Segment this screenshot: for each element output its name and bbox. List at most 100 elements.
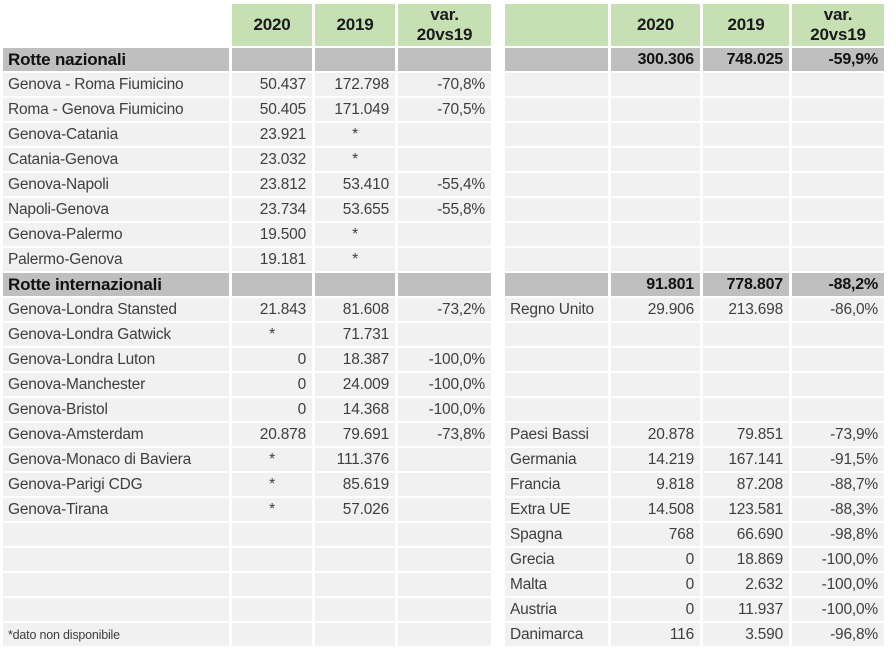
label-cell: Genova-Parigi CDG: [3, 473, 229, 496]
label-cell: Rotte nazionali: [3, 48, 229, 71]
data-row: Palermo-Genova 19.181 *: [3, 248, 491, 271]
section-row: Rotte nazionali: [3, 48, 491, 71]
value-cell: 0: [232, 373, 312, 396]
value-cell: 2.632: [703, 573, 789, 596]
value-cell: *: [232, 498, 312, 521]
value-cell: [232, 573, 312, 596]
label-cell: [505, 123, 608, 146]
label-cell: Paesi Bassi: [505, 423, 608, 446]
value-cell: 24.009: [315, 373, 395, 396]
value-cell: [792, 123, 884, 146]
value-cell: 171.049: [315, 98, 395, 121]
empty-row: [3, 598, 491, 621]
column-header-cell: var. 20vs19: [792, 4, 884, 46]
value-cell: [398, 48, 491, 71]
value-cell: 23.921: [232, 123, 312, 146]
value-cell: [315, 573, 395, 596]
data-row: Austria 0 11.937 -100,0%: [505, 598, 884, 621]
label-cell: Genova-Manchester: [3, 373, 229, 396]
value-cell: [792, 98, 884, 121]
empty-row: [505, 248, 884, 271]
value-cell: -55,8%: [398, 198, 491, 221]
label-cell: [505, 73, 608, 96]
value-cell: [792, 348, 884, 371]
value-cell: 79.851: [703, 423, 789, 446]
value-cell: [703, 148, 789, 171]
data-row: Genova-Manchester 0 24.009 -100,0%: [3, 373, 491, 396]
column-header-cell: var. 20vs19: [398, 4, 491, 46]
label-cell: Genova-Catania: [3, 123, 229, 146]
label-cell: [505, 148, 608, 171]
value-cell: 172.798: [315, 73, 395, 96]
label-cell: Germania: [505, 448, 608, 471]
data-row: Genova-Londra Luton 0 18.387 -100,0%: [3, 348, 491, 371]
data-row: Genova-Monaco di Baviera * 111.376: [3, 448, 491, 471]
value-cell: [792, 73, 884, 96]
data-row: Francia 9.818 87.208 -88,7%: [505, 473, 884, 496]
data-row: Napoli-Genova 23.734 53.655 -55,8%: [3, 198, 491, 221]
data-row: Regno Unito 29.906 213.698 -86,0%: [505, 298, 884, 321]
value-cell: 85.619: [315, 473, 395, 496]
value-cell: [315, 273, 395, 296]
value-cell: -59,9%: [792, 48, 884, 71]
value-cell: [315, 48, 395, 71]
note-row: *dato non disponibile: [3, 623, 491, 646]
value-cell: -100,0%: [792, 548, 884, 571]
value-cell: 0: [611, 548, 700, 571]
header-row: 2020 2019 var. 20vs19: [3, 4, 491, 46]
empty-row: [3, 573, 491, 596]
value-cell: *: [232, 448, 312, 471]
value-cell: [315, 548, 395, 571]
label-cell: [3, 523, 229, 546]
value-cell: -100,0%: [398, 373, 491, 396]
value-cell: [792, 323, 884, 346]
value-cell: [611, 148, 700, 171]
label-cell: *dato non disponibile: [3, 623, 229, 646]
label-cell: [505, 348, 608, 371]
value-cell: [703, 98, 789, 121]
label-cell: [505, 273, 608, 296]
value-cell: 116: [611, 623, 700, 646]
value-cell: [232, 523, 312, 546]
value-cell: 14.368: [315, 398, 395, 421]
label-cell: [505, 398, 608, 421]
routes-table: 2020 2019 var. 20vs19 Rotte nazionali Genova…: [0, 2, 494, 648]
total-row: 300.306 748.025 -59,9%: [505, 48, 884, 71]
label-cell: [505, 373, 608, 396]
value-cell: 123.581: [703, 498, 789, 521]
data-row: Genova-Londra Stansted 21.843 81.608 -73,2%: [3, 298, 491, 321]
value-cell: -73,2%: [398, 298, 491, 321]
data-row: Genova-Catania 23.921 *: [3, 123, 491, 146]
value-cell: 87.208: [703, 473, 789, 496]
label-cell: Catania-Genova: [3, 148, 229, 171]
value-cell: 20.878: [611, 423, 700, 446]
value-cell: [232, 48, 312, 71]
empty-row: [505, 173, 884, 196]
value-cell: -73,9%: [792, 423, 884, 446]
value-cell: 167.141: [703, 448, 789, 471]
value-cell: [398, 123, 491, 146]
value-cell: [232, 273, 312, 296]
empty-row: [505, 198, 884, 221]
value-cell: -88,3%: [792, 498, 884, 521]
value-cell: *: [232, 323, 312, 346]
value-cell: 11.937: [703, 598, 789, 621]
value-cell: [611, 223, 700, 246]
label-cell: Genova-Londra Stansted: [3, 298, 229, 321]
label-cell: Extra UE: [505, 498, 608, 521]
value-cell: [611, 173, 700, 196]
label-cell: [505, 173, 608, 196]
value-cell: -98,8%: [792, 523, 884, 546]
value-cell: [398, 523, 491, 546]
value-cell: 66.690: [703, 523, 789, 546]
data-row: Malta 0 2.632 -100,0%: [505, 573, 884, 596]
value-cell: 0: [611, 598, 700, 621]
value-cell: [792, 248, 884, 271]
value-cell: [611, 198, 700, 221]
value-cell: *: [315, 148, 395, 171]
label-cell: [505, 198, 608, 221]
value-cell: 213.698: [703, 298, 789, 321]
data-row: Extra UE 14.508 123.581 -88,3%: [505, 498, 884, 521]
value-cell: 14.219: [611, 448, 700, 471]
